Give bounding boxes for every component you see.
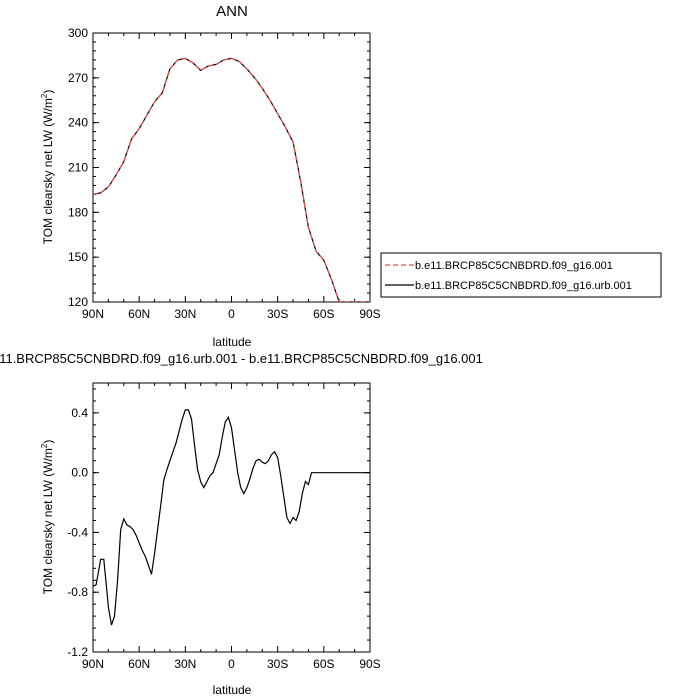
x-tick-label: 60S [313,307,334,321]
x-tick-label: 30N [174,657,196,671]
bottom-plot-area: 90N 60N 30N 0 30S 60S 90S -1.2 -0.8 -0.4 0.0 0.4 [67,382,381,671]
y-tick-label: 240 [68,116,88,130]
x-tick-label: 30S [267,657,288,671]
x-tick-label: 0 [228,307,235,321]
x-tick-label: 90N [82,307,104,321]
legend: b.e11.BRCP85C5CNBDRD.f09_g16.001 b.e11.B… [380,252,662,298]
x-tick-label: 90N [82,657,104,671]
plot-frame [92,382,371,653]
x-tick-label: 0 [228,657,235,671]
x-tick-label: 90S [359,307,380,321]
x-tick-label: 30N [174,307,196,321]
y-tick-label: 270 [68,71,88,85]
bottom-panel: b.e11.BRCP85C5CNBDRD.f09_g16.urb.001 - b… [0,351,483,697]
bottom-panel-title: b.e11.BRCP85C5CNBDRD.f09_g16.urb.001 - b… [0,351,483,366]
y-tick-label: 120 [68,295,88,309]
bottom-x-axis-label: latitude [213,683,252,697]
x-tick-label: 60S [313,657,334,671]
top-panel: ANN 90N 60N 30N 0 30S 60S 90S 120 150 180 210 240 27… [40,3,381,349]
y-tick-label: 180 [68,205,88,219]
y-tick-label: -1.2 [67,645,88,659]
legend-box [380,252,662,298]
top-x-axis-label: latitude [213,335,252,349]
top-panel-title: ANN [216,3,248,20]
series-line-1 [93,57,370,302]
x-tick-label: 60N [128,657,150,671]
y-tick-label: 0.4 [71,406,88,420]
y-tick-label: 150 [68,250,88,264]
x-tick-label: 60N [128,307,150,321]
series-line-0 [93,57,370,302]
series-line-0 [93,409,370,626]
legend-label-base: b.e11.BRCP85C5CNBDRD.f09_g16.001 [415,260,613,272]
top-y-axis-label: TOM clearsky net LW (W/m2) [40,90,55,245]
y-tick-label: 0.0 [71,466,88,480]
top-plot-area: 90N 60N 30N 0 30S 60S 90S 120 150 180 210 240 270 300 [68,26,381,321]
x-tick-label: 90S [359,657,380,671]
x-tick-label: 30S [267,307,288,321]
plot-frame [92,32,371,303]
y-tick-label: 300 [68,26,88,40]
y-tick-label: -0.4 [67,525,88,539]
y-tick-label: 210 [68,161,88,175]
bottom-y-axis-label: TOM clearsky net LW (W/m2) [40,440,55,595]
y-tick-label: -0.8 [67,585,88,599]
legend-label-urb: b.e11.BRCP85C5CNBDRD.f09_g16.urb.001 [415,280,632,292]
